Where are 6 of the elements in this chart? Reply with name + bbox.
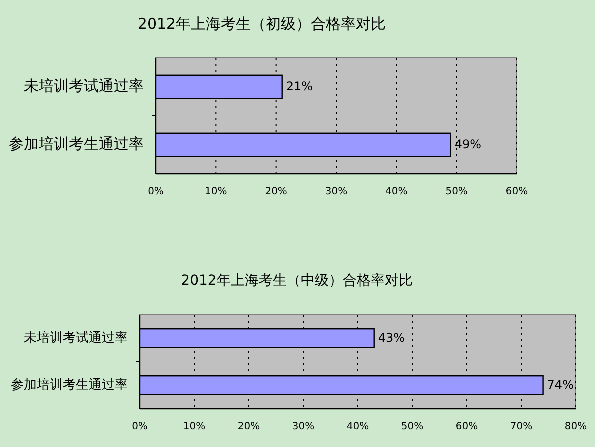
category: 未培训考试通过率 (24, 77, 144, 96)
title: 2012年上海考生（中级）合格率对比 (181, 272, 413, 289)
category: 参加培训考生通过率 (9, 135, 144, 154)
category: 参加培训考生通过率 (11, 378, 128, 394)
title: 2012年上海考生（初级）合格率对比 (138, 15, 386, 34)
category: 未培训考试通过率 (24, 331, 128, 346)
